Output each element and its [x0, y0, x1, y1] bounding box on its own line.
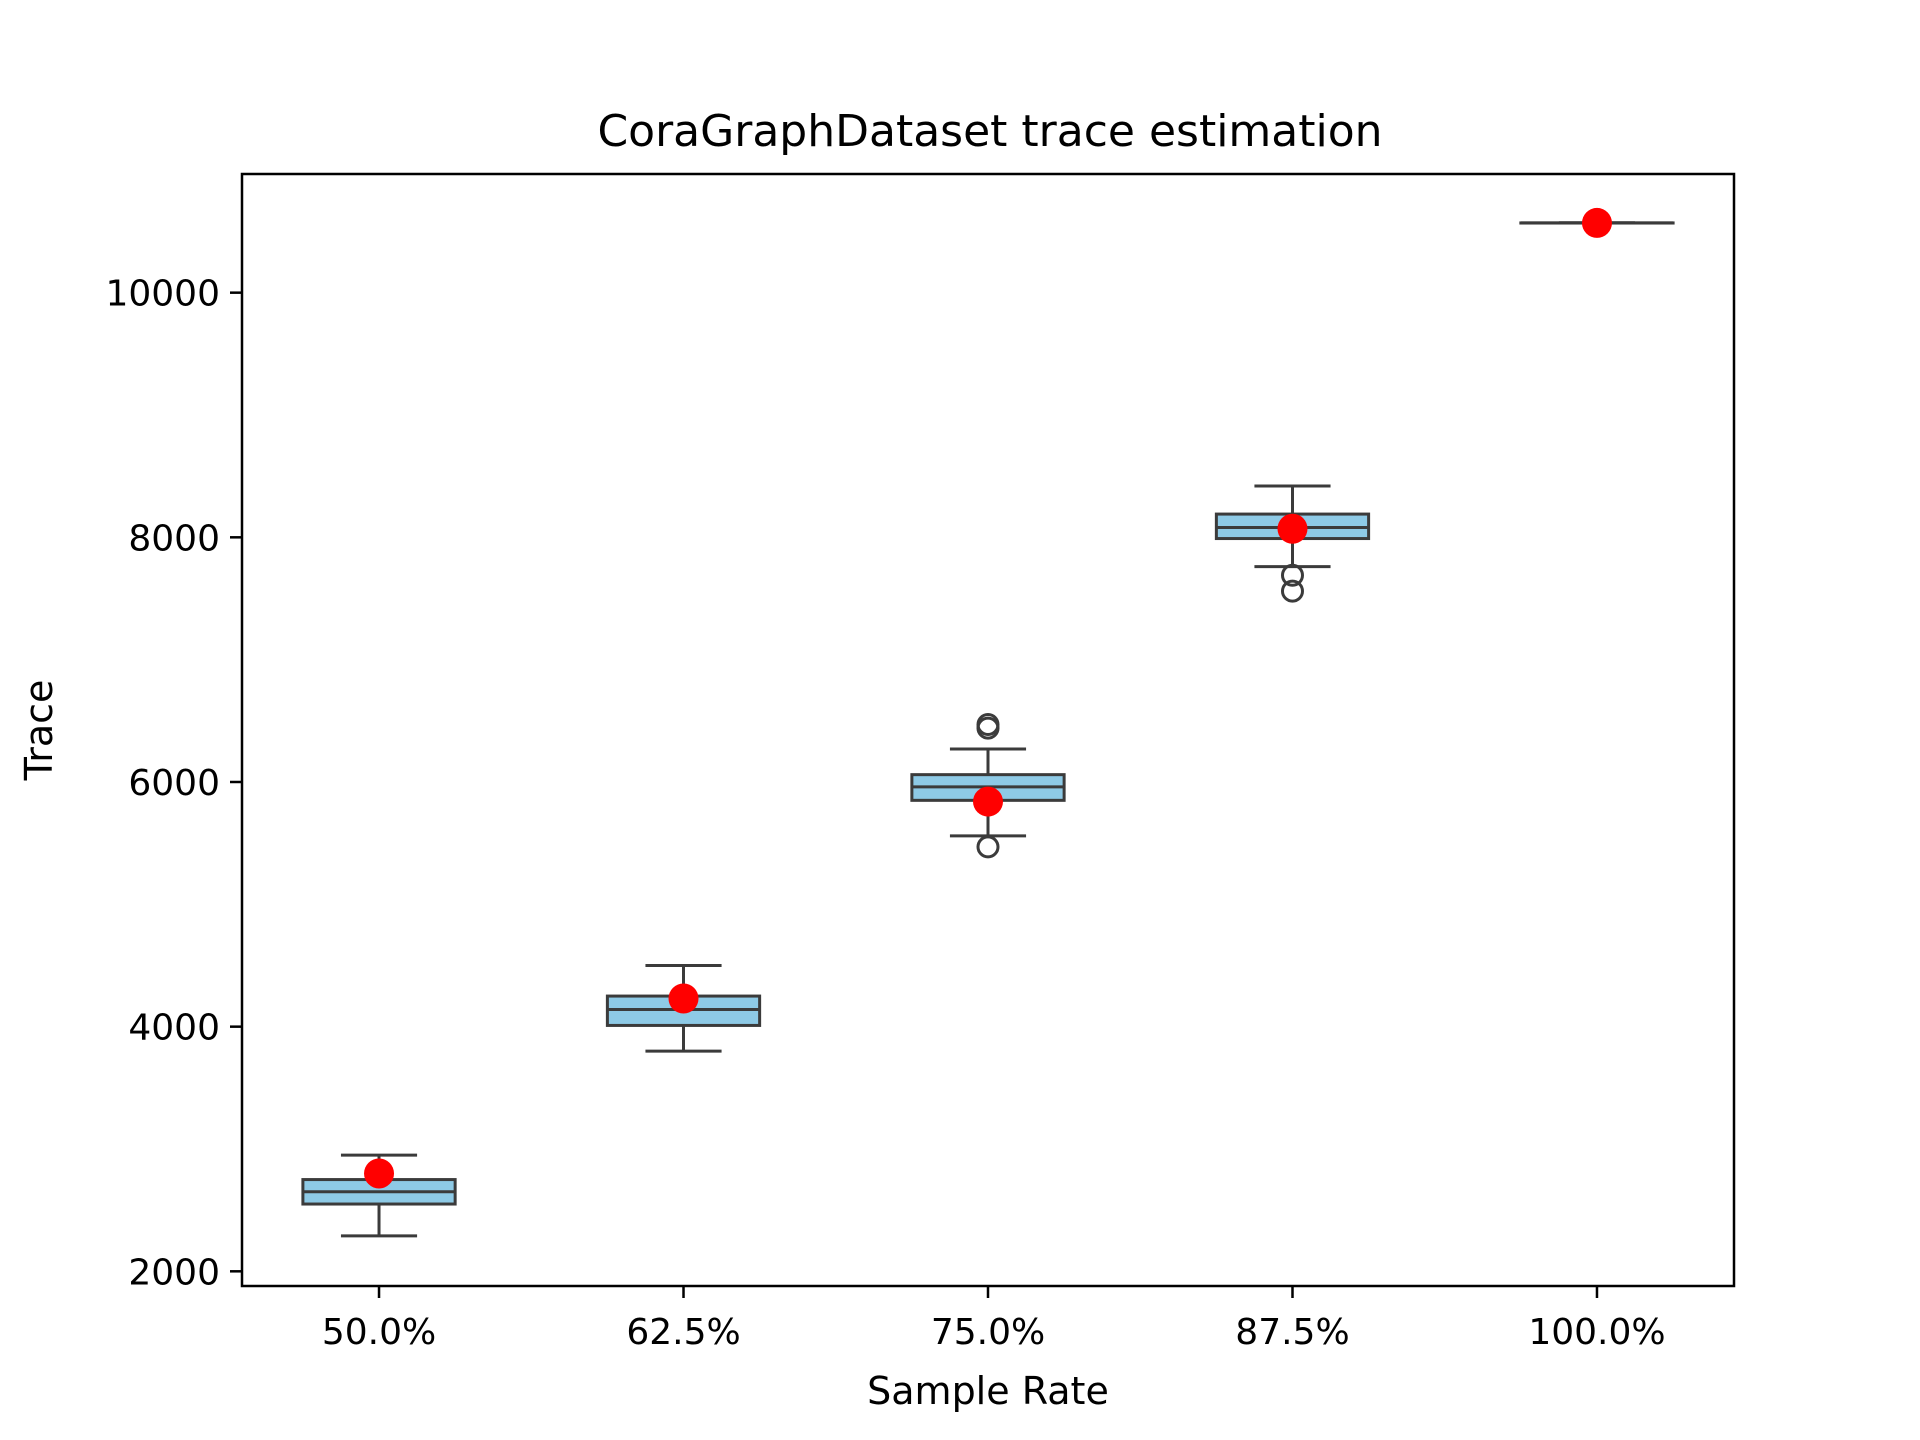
x-tick-label: 75.0% — [931, 1312, 1045, 1353]
y-tick-label: 6000 — [128, 763, 220, 804]
estimate-marker — [973, 786, 1003, 817]
plot-area — [301, 207, 1675, 1238]
x-tick-label: 50.0% — [322, 1312, 436, 1353]
x-axis-label: Sample Rate — [867, 1369, 1109, 1413]
estimate-marker — [1277, 513, 1308, 544]
y-tick-label: 10000 — [105, 274, 220, 315]
outlier-point — [1280, 579, 1304, 603]
y-tick-label: 8000 — [128, 518, 220, 559]
estimate-marker — [364, 1158, 395, 1189]
x-tick-label: 100.0% — [1528, 1312, 1665, 1353]
x-tick-label: 87.5% — [1235, 1312, 1349, 1353]
chart-title: CoraGraphDataset trace estimation — [597, 106, 1382, 157]
outlier-point — [1280, 563, 1304, 587]
x-tick-label: 62.5% — [626, 1312, 740, 1353]
estimate-marker — [668, 983, 699, 1014]
y-axis: 2000 4000 6000 8000 10000 — [105, 274, 242, 1293]
y-tick-label: 4000 — [128, 1008, 220, 1049]
y-axis-label: Trace — [17, 680, 61, 782]
x-axis: 50.0% 62.5% 75.0% 87.5% 100.0% — [322, 1286, 1666, 1353]
outlier-point — [976, 712, 1000, 736]
y-tick-label: 2000 — [128, 1252, 220, 1293]
estimate-marker — [1581, 207, 1612, 238]
outlier-point — [976, 835, 1000, 859]
